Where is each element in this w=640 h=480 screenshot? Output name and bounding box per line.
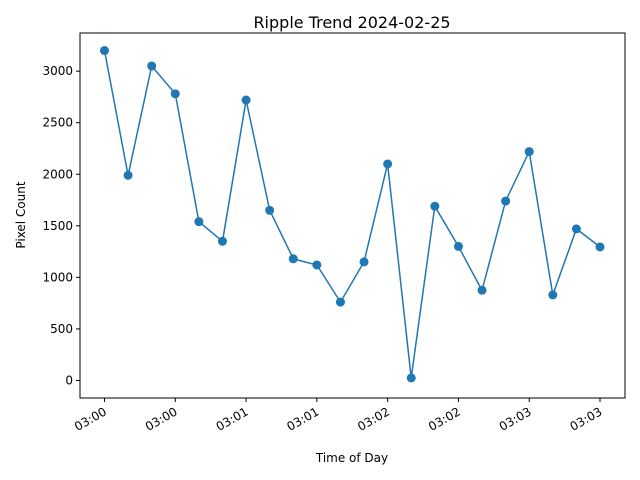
data-point — [335, 297, 345, 307]
data-point — [524, 147, 534, 157]
series-line — [103, 50, 601, 379]
x-axis: 03:00 03:00 03:01 03:01 03:02 03:02 03:03 03:03 — [72, 398, 605, 434]
data-point — [453, 241, 463, 251]
data-point — [571, 224, 581, 234]
plot-area — [79, 32, 626, 399]
series-points — [100, 46, 605, 383]
data-point — [170, 89, 180, 99]
data-point — [501, 196, 511, 206]
y-tick-label: 2500 — [42, 116, 73, 130]
data-point — [312, 260, 322, 270]
x-axis-label: Time of Day — [315, 451, 388, 465]
x-tick-label: 03:03 — [568, 404, 605, 433]
data-point — [406, 373, 416, 383]
y-tick-label: 3000 — [42, 64, 73, 78]
data-point — [194, 217, 204, 227]
data-point — [288, 254, 298, 264]
x-tick-label: 03:02 — [355, 404, 392, 433]
y-tick-label: 0 — [65, 373, 73, 387]
x-tick-label: 03:00 — [143, 404, 180, 433]
data-point — [147, 61, 157, 71]
y-axis: 0 500 1000 1500 2000 2500 3000 — [42, 64, 80, 387]
data-point — [383, 159, 393, 169]
x-tick-label: 03:00 — [72, 404, 109, 433]
data-point — [100, 46, 109, 56]
data-point — [217, 236, 227, 246]
data-point — [241, 95, 251, 105]
x-tick-label: 03:02 — [426, 404, 463, 433]
x-tick-label: 03:01 — [214, 404, 251, 433]
data-point — [548, 290, 558, 300]
x-tick-label: 03:03 — [497, 404, 534, 433]
data-point — [359, 257, 369, 267]
y-tick-label: 500 — [50, 322, 73, 336]
data-point — [265, 205, 275, 215]
y-tick-label: 2000 — [42, 167, 73, 181]
data-point — [430, 201, 440, 211]
y-tick-label: 1500 — [42, 219, 73, 233]
y-axis-label: Pixel Count — [14, 181, 28, 249]
x-tick-label: 03:01 — [284, 404, 321, 433]
chart-title: Ripple Trend 2024-02-25 — [253, 13, 450, 32]
y-tick-label: 1000 — [42, 270, 73, 284]
data-point — [123, 170, 133, 180]
data-point — [595, 242, 605, 252]
data-point — [477, 285, 487, 295]
